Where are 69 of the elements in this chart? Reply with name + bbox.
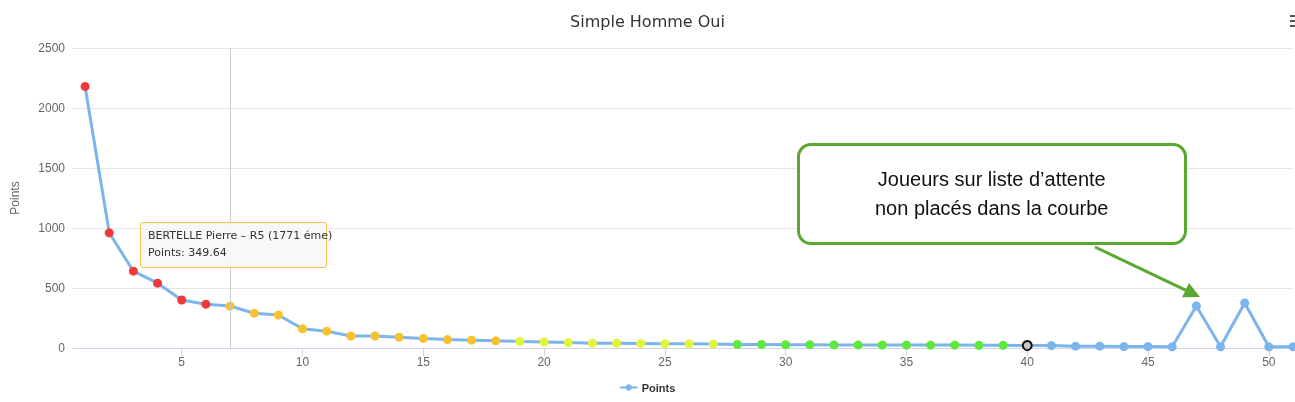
point [781,340,791,350]
y-tick-label: 2500 [38,41,66,55]
point [346,331,356,341]
x-tick-label: 25 [658,355,672,369]
point [877,340,887,350]
x-tick-label: 50 [1262,355,1276,369]
point [515,336,525,346]
point [757,339,767,349]
point [1095,341,1105,351]
point [974,340,984,350]
point [998,340,1008,350]
x-tick-label: 10 [295,355,310,369]
point [587,338,597,348]
point [1240,298,1250,308]
point [660,339,670,349]
point [80,81,90,91]
point [394,332,404,342]
y-tick-label: 2000 [38,101,66,115]
point [732,339,742,349]
x-tick-label: 40 [1020,355,1035,369]
legend-label: Points [641,381,676,394]
point [1191,301,1201,311]
point [539,337,549,347]
y-axis-title: Points [8,181,22,215]
point [273,310,283,320]
point [177,295,187,305]
point [684,339,694,349]
point [612,338,622,348]
chart-title: Simple Homme Oui [570,11,725,31]
point [1143,342,1153,352]
point [1119,342,1129,352]
point [418,333,428,343]
point [563,338,573,348]
point [805,340,815,350]
annotation: Joueurs sur liste d’attente non placés dans la courbe [875,167,1109,221]
point [1071,341,1081,351]
point [901,340,911,350]
x-tick-label: 20 [537,355,552,369]
x-tick-label: 30 [778,355,793,369]
point [298,324,307,334]
point [201,299,211,309]
point [853,340,863,350]
point [636,338,646,348]
x-tick-label: 5 [178,355,186,369]
point [829,340,839,350]
y-tick-label: 0 [58,341,66,355]
point [1264,342,1274,352]
point [104,228,114,238]
point [322,326,332,336]
point [1167,342,1177,352]
y-tick-label: 1000 [38,221,66,235]
point [249,308,259,318]
point [1021,340,1033,352]
point [1216,342,1226,352]
x-tick-label: 45 [1141,355,1156,369]
point [442,335,452,345]
point [491,336,501,346]
point [708,339,718,349]
point [467,335,477,345]
x-tick-label: 35 [899,355,914,369]
point [128,266,138,276]
point [926,340,936,350]
point [950,340,960,350]
point [1046,341,1056,351]
y-tick-label: 500 [44,281,66,295]
x-tick-label: 15 [416,355,431,369]
y-tick-label: 1500 [38,161,66,175]
point [370,331,380,341]
point [153,278,163,288]
